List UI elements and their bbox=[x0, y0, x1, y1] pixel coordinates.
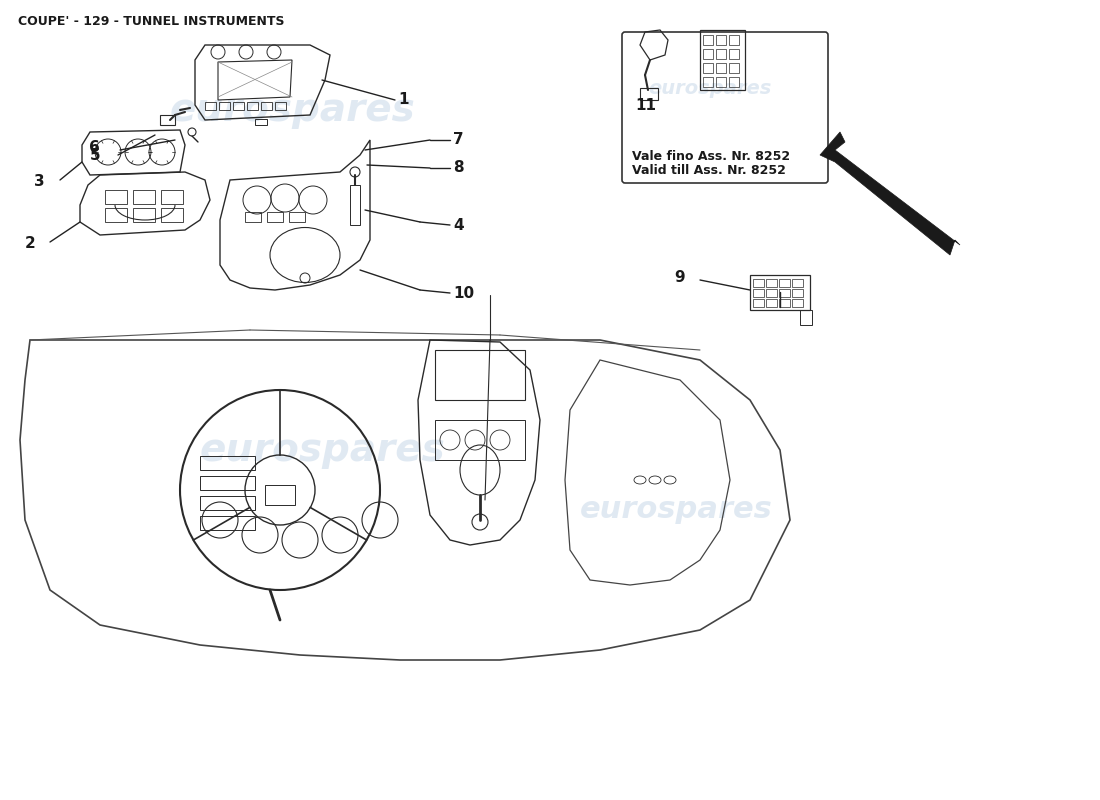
Bar bbox=[245, 212, 261, 222]
Bar bbox=[104, 190, 126, 204]
Bar bbox=[133, 190, 155, 204]
Bar bbox=[161, 190, 183, 204]
Bar bbox=[703, 35, 713, 45]
Text: 3: 3 bbox=[34, 174, 45, 190]
Bar bbox=[729, 77, 739, 87]
Text: eurospares: eurospares bbox=[170, 91, 416, 129]
Bar bbox=[716, 77, 726, 87]
Bar bbox=[729, 35, 739, 45]
Text: 6: 6 bbox=[89, 141, 100, 155]
Bar bbox=[703, 77, 713, 87]
Bar bbox=[800, 310, 812, 325]
Bar bbox=[104, 208, 126, 222]
Text: 9: 9 bbox=[674, 270, 685, 286]
Bar bbox=[779, 279, 790, 287]
Bar bbox=[205, 102, 216, 110]
Bar bbox=[716, 49, 726, 59]
Polygon shape bbox=[820, 132, 960, 255]
Bar bbox=[233, 102, 244, 110]
Bar bbox=[219, 102, 230, 110]
Bar bbox=[754, 279, 764, 287]
Bar bbox=[766, 279, 777, 287]
Bar bbox=[779, 289, 790, 297]
Bar bbox=[133, 208, 155, 222]
Bar bbox=[703, 49, 713, 59]
Bar bbox=[200, 476, 255, 490]
Bar bbox=[160, 115, 175, 125]
Bar bbox=[267, 212, 283, 222]
Bar bbox=[754, 299, 764, 307]
Bar bbox=[729, 49, 739, 59]
Bar bbox=[754, 289, 764, 297]
Text: 11: 11 bbox=[635, 98, 656, 113]
Bar bbox=[248, 102, 258, 110]
Bar bbox=[161, 208, 183, 222]
Bar bbox=[434, 420, 525, 460]
Bar bbox=[350, 185, 360, 225]
Bar bbox=[792, 279, 803, 287]
Text: 7: 7 bbox=[453, 133, 463, 147]
Text: Valid till Ass. Nr. 8252: Valid till Ass. Nr. 8252 bbox=[632, 165, 785, 178]
Bar bbox=[716, 63, 726, 73]
Bar bbox=[255, 119, 267, 125]
Bar bbox=[265, 485, 295, 505]
Text: eurospares: eurospares bbox=[200, 431, 446, 469]
Text: Vale fino Ass. Nr. 8252: Vale fino Ass. Nr. 8252 bbox=[632, 150, 790, 163]
Text: 2: 2 bbox=[24, 237, 35, 251]
Bar bbox=[703, 63, 713, 73]
Text: 1: 1 bbox=[398, 93, 408, 107]
Bar bbox=[700, 30, 745, 90]
Text: eurospares: eurospares bbox=[580, 495, 772, 525]
Bar bbox=[261, 102, 272, 110]
Bar bbox=[779, 299, 790, 307]
Bar bbox=[640, 88, 658, 100]
Bar bbox=[792, 299, 803, 307]
Bar bbox=[729, 63, 739, 73]
Bar bbox=[716, 35, 726, 45]
Bar bbox=[200, 496, 255, 510]
Text: eurospares: eurospares bbox=[648, 78, 771, 98]
Bar bbox=[200, 456, 255, 470]
Text: 10: 10 bbox=[453, 286, 474, 301]
Bar bbox=[766, 289, 777, 297]
Bar bbox=[792, 289, 803, 297]
Bar bbox=[200, 516, 255, 530]
Bar bbox=[750, 275, 810, 310]
Bar bbox=[434, 350, 525, 400]
Bar bbox=[766, 299, 777, 307]
Text: 4: 4 bbox=[453, 218, 463, 233]
Text: 5: 5 bbox=[89, 149, 100, 163]
Bar bbox=[275, 102, 286, 110]
Text: COUPE' - 129 - TUNNEL INSTRUMENTS: COUPE' - 129 - TUNNEL INSTRUMENTS bbox=[18, 15, 285, 28]
Bar bbox=[289, 212, 305, 222]
Text: 8: 8 bbox=[453, 161, 463, 175]
